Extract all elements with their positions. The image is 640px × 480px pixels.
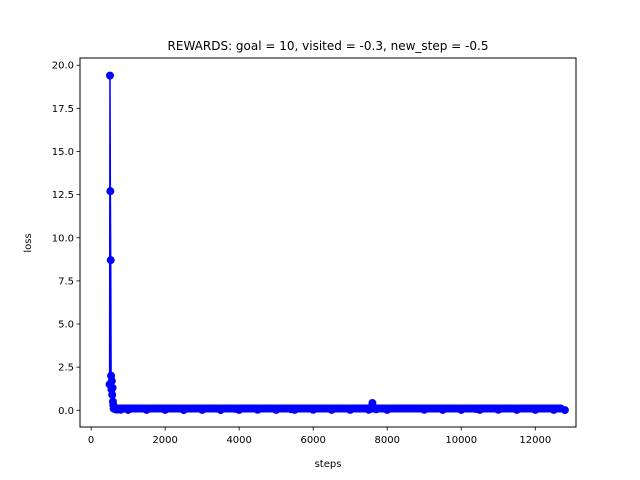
data-point bbox=[327, 405, 336, 414]
data-point bbox=[512, 405, 521, 414]
y-tick-label: 20.0 bbox=[52, 61, 74, 72]
data-point bbox=[475, 405, 484, 414]
y-tick-label: 0.0 bbox=[58, 406, 74, 417]
data-point bbox=[309, 405, 318, 414]
x-tick-label: 12000 bbox=[519, 435, 551, 446]
x-tick-label: 2000 bbox=[152, 435, 177, 446]
data-point bbox=[549, 405, 558, 414]
x-tick-label: 4000 bbox=[226, 435, 251, 446]
data-point bbox=[253, 405, 262, 414]
data-point bbox=[372, 405, 381, 414]
data-point bbox=[179, 406, 188, 415]
data-point bbox=[364, 405, 373, 414]
y-tick-label: 12.5 bbox=[52, 190, 74, 201]
data-point bbox=[107, 376, 116, 385]
x-axis: 0 2000 4000 6000 8000 10000 12000 bbox=[88, 427, 551, 446]
y-tick-label: 5.0 bbox=[58, 320, 74, 331]
plot-area bbox=[105, 71, 569, 415]
data-point bbox=[383, 405, 392, 414]
y-axis-label: loss bbox=[23, 233, 34, 252]
data-point bbox=[401, 404, 410, 413]
data-point bbox=[161, 405, 170, 414]
y-tick-label: 10.0 bbox=[52, 233, 74, 244]
data-point bbox=[457, 405, 466, 414]
y-tick-label: 7.5 bbox=[58, 276, 74, 287]
x-axis-label: steps bbox=[315, 459, 342, 470]
data-point bbox=[105, 71, 114, 80]
data-point bbox=[106, 256, 115, 265]
data-point bbox=[106, 187, 115, 196]
data-point bbox=[198, 405, 207, 414]
x-tick-label: 0 bbox=[88, 435, 94, 446]
y-tick-label: 17.5 bbox=[52, 104, 74, 115]
data-point bbox=[420, 405, 429, 414]
x-tick-label: 8000 bbox=[374, 435, 399, 446]
data-point bbox=[116, 405, 125, 414]
plot-frame bbox=[79, 57, 577, 428]
data-point bbox=[290, 405, 299, 414]
data-point bbox=[235, 405, 244, 414]
y-axis: 0.0 2.5 5.0 7.5 10.0 12.5 15.0 17.5 20.0 bbox=[52, 61, 80, 417]
data-point bbox=[124, 405, 133, 414]
data-point bbox=[216, 406, 225, 415]
y-tick-label: 15.0 bbox=[52, 147, 74, 158]
data-point bbox=[497, 404, 506, 413]
data-point bbox=[108, 383, 117, 392]
data-point bbox=[560, 406, 569, 415]
data-point bbox=[346, 405, 355, 414]
chart-title: REWARDS: goal = 10, visited = -0.3, new_… bbox=[168, 39, 489, 53]
x-tick-label: 6000 bbox=[300, 435, 325, 446]
x-tick-label: 10000 bbox=[445, 435, 477, 446]
data-point bbox=[108, 390, 117, 399]
data-point bbox=[142, 405, 151, 414]
series-line bbox=[108, 74, 565, 411]
data-point bbox=[272, 405, 281, 414]
data-point bbox=[531, 405, 540, 414]
data-point bbox=[368, 399, 377, 408]
data-point bbox=[438, 405, 447, 414]
y-tick-label: 2.5 bbox=[58, 363, 74, 374]
